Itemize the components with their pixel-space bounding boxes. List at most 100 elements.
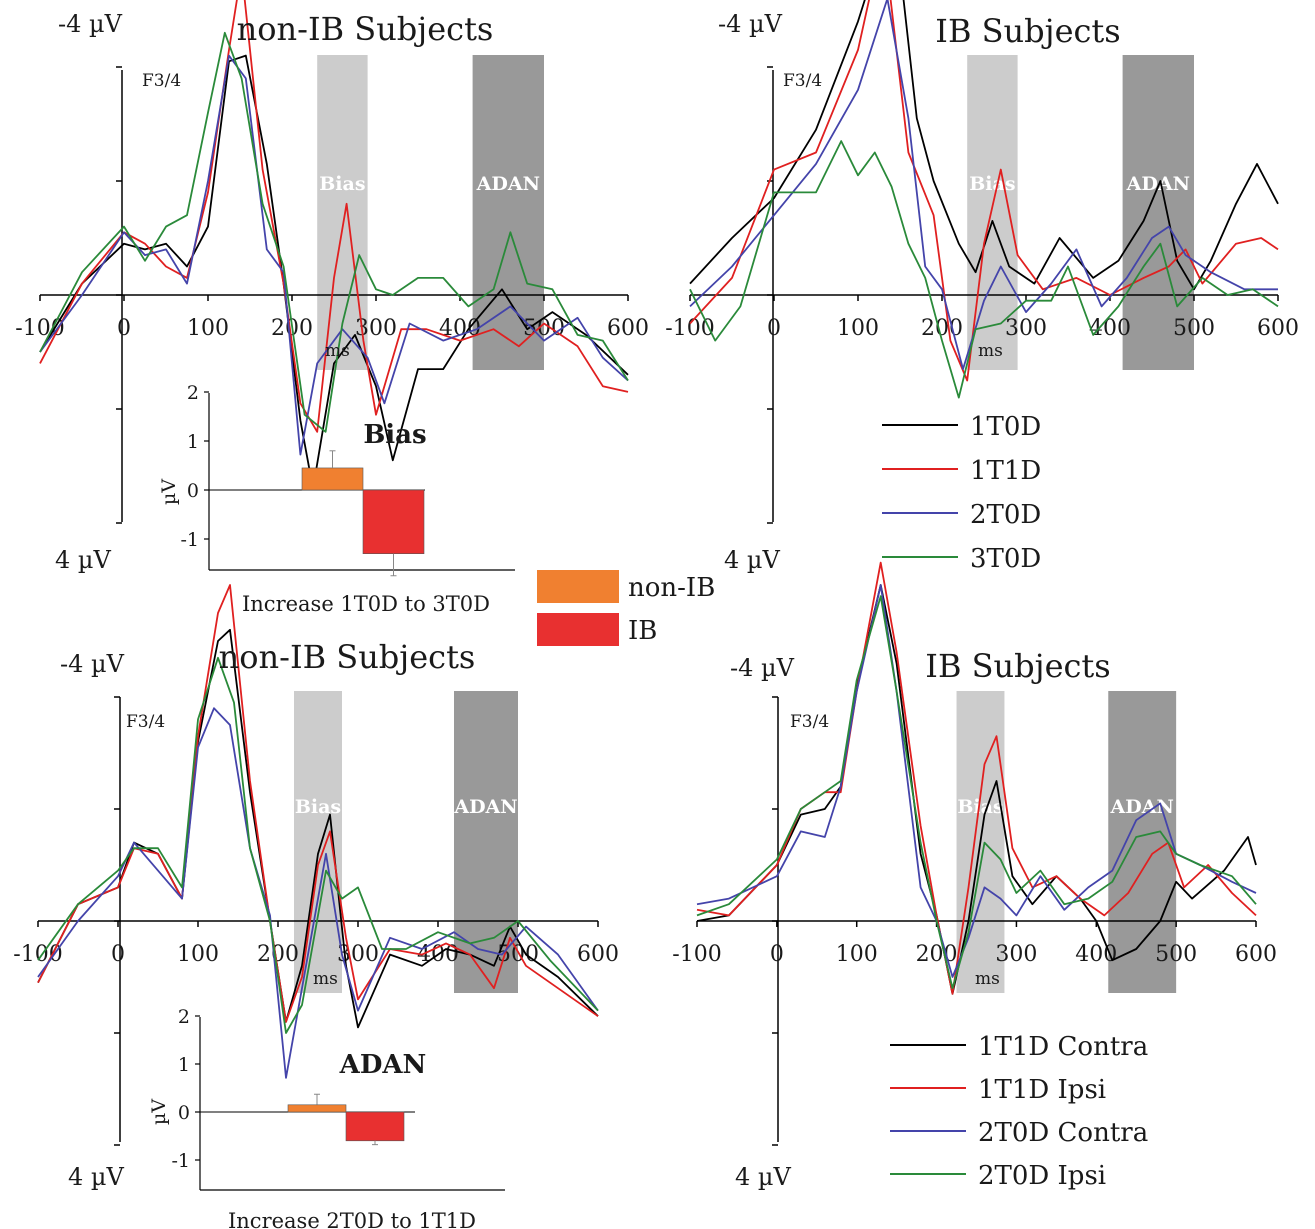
p2-legend-label: 1T1D	[970, 456, 1041, 486]
b1-y-label: µV	[158, 479, 180, 505]
p1-series-3t0d	[39, 31, 629, 433]
p3-channel-label: F3/4	[126, 712, 165, 732]
b1-title: Bias	[363, 420, 426, 450]
p3-title: non-IB Subjects	[219, 638, 476, 676]
p4-x-tick-label: 0	[770, 942, 784, 967]
p1-y-bottom-label: 4 µV	[55, 546, 111, 574]
p4-x-tick-label: -100	[672, 942, 721, 967]
bar-legend-label-non-ib: non-IB	[628, 573, 715, 603]
p3-x-tick-label: -100	[13, 942, 62, 967]
p4-x-tick-label: 200	[916, 942, 958, 967]
p2-x-tick-label: 200	[921, 316, 963, 341]
b2-y-tick-label: -1	[171, 1150, 190, 1172]
p2-series-3t0d	[689, 140, 1279, 399]
p1-ms-label: ms	[325, 341, 350, 361]
p3-x-tick-label: 200	[257, 942, 299, 967]
bar-legend-label-ib: IB	[628, 616, 657, 646]
p1-series-2t0d	[39, 54, 629, 456]
p2-window-label-adan: ADAN	[1126, 173, 1190, 195]
p4-x-tick-label: 100	[836, 942, 878, 967]
p2-channel-label: F3/4	[783, 71, 822, 91]
p2-x-tick-label: 400	[1089, 316, 1131, 341]
p3-x-tick-label: 600	[577, 942, 619, 967]
p4-series-2t0d-ipsi	[696, 595, 1257, 990]
p2-x-tick-label: -100	[665, 316, 714, 341]
p4-title: IB Subjects	[925, 647, 1110, 685]
p4-channel-label: F3/4	[790, 712, 829, 732]
b2-y-tick-label: 2	[178, 1006, 190, 1028]
p2-window-label-bias: Bias	[969, 173, 1015, 195]
p4-window-label-bias: Bias	[957, 796, 1003, 818]
p4-series-2t0d-contra	[696, 584, 1257, 978]
p4-legend-label: 2T0D Contra	[978, 1118, 1148, 1148]
b1-x-label: Increase 1T0D to 3T0D	[242, 592, 490, 616]
p4-x-tick-label: 600	[1235, 942, 1277, 967]
p4-x-tick-label: 500	[1155, 942, 1197, 967]
p2-ms-label: ms	[978, 341, 1003, 361]
p4-window-label-adan: ADAN	[1110, 796, 1174, 818]
p1-x-tick-label: 0	[117, 316, 131, 341]
p4-x-tick-label: 400	[1075, 942, 1117, 967]
p4-legend-label: 1T1D Ipsi	[978, 1075, 1106, 1105]
bar-legend-swatch-non-ib	[537, 570, 619, 603]
b1-y-tick-label: -1	[180, 529, 199, 551]
p3-x-tick-label: 500	[497, 942, 539, 967]
p4-x-tick-label: 300	[995, 942, 1037, 967]
p3-window-bias	[294, 691, 342, 993]
b2-y-tick-label: 1	[178, 1054, 190, 1076]
p2-x-tick-label: 300	[1005, 316, 1047, 341]
p2-y-top-label: -4 µV	[718, 10, 783, 38]
p1-window-label-bias: Bias	[319, 173, 365, 195]
p1-x-tick-label: 400	[439, 316, 481, 341]
b2-y-label: µV	[148, 1099, 170, 1125]
p2-series-2t0d	[689, 0, 1278, 370]
b1-bar-non-ib	[301, 467, 364, 491]
p3-y-bottom-label: 4 µV	[68, 1163, 124, 1191]
b2-bar-non-ib	[287, 1104, 347, 1113]
p1-window-bias	[317, 55, 368, 370]
b1-y-tick-label: 2	[187, 382, 199, 404]
p4-y-bottom-label: 4 µV	[735, 1163, 791, 1191]
p3-y-top-label: -4 µV	[60, 650, 125, 678]
p2-legend-label: 2T0D	[970, 500, 1041, 530]
p2-x-tick-label: 600	[1257, 316, 1299, 341]
b1-bar-ib	[362, 489, 425, 555]
p1-x-tick-label: 100	[187, 316, 229, 341]
p3-x-tick-label: 100	[177, 942, 219, 967]
p1-window-label-adan: ADAN	[476, 173, 540, 195]
p1-x-tick-label: 600	[607, 316, 649, 341]
b2-y-tick-label: 0	[178, 1102, 190, 1124]
p4-legend-label: 1T1D Contra	[978, 1032, 1148, 1062]
b2-bar-ib	[345, 1111, 405, 1142]
p3-x-tick-label: 0	[111, 942, 125, 967]
p2-series-1t0d	[689, 0, 1279, 291]
p2-x-tick-label: 500	[1173, 316, 1215, 341]
p4-ms-label: ms	[975, 969, 1000, 989]
p4-legend-label: 2T0D Ipsi	[978, 1161, 1106, 1191]
p2-legend-label: 3T0D	[970, 544, 1041, 574]
bar-legend-swatch-ib	[537, 613, 619, 646]
p3-ms-label: ms	[313, 969, 338, 989]
p2-y-bottom-label: 4 µV	[724, 546, 780, 574]
p3-series-1t1d-ipsi	[37, 584, 599, 1023]
p2-x-tick-label: 100	[837, 316, 879, 341]
p2-series-1t1d	[689, 0, 1279, 382]
b2-title: ADAN	[339, 1050, 427, 1080]
p4-series-1t1d-ipsi	[696, 561, 1257, 995]
p3-window-label-bias: Bias	[295, 796, 341, 818]
p3-window-adan	[454, 691, 518, 993]
p3-window-label-adan: ADAN	[453, 796, 517, 818]
b1-y-tick-label: 0	[187, 480, 199, 502]
p1-title: non-IB Subjects	[237, 10, 494, 48]
p1-window-adan	[472, 55, 544, 370]
p4-y-top-label: -4 µV	[730, 654, 795, 682]
p4-series-1t1d-contra	[696, 584, 1257, 995]
p1-series-1t1d	[39, 0, 629, 433]
b2-x-label: Increase 2T0D to 1T1D	[228, 1209, 476, 1229]
p3-series-2t0d-contra	[37, 707, 599, 1079]
p2-x-tick-label: 0	[767, 316, 781, 341]
p1-y-top-label: -4 µV	[58, 10, 123, 38]
p3-series-2t0d-ipsi	[37, 656, 599, 1034]
p1-channel-label: F3/4	[142, 71, 181, 91]
